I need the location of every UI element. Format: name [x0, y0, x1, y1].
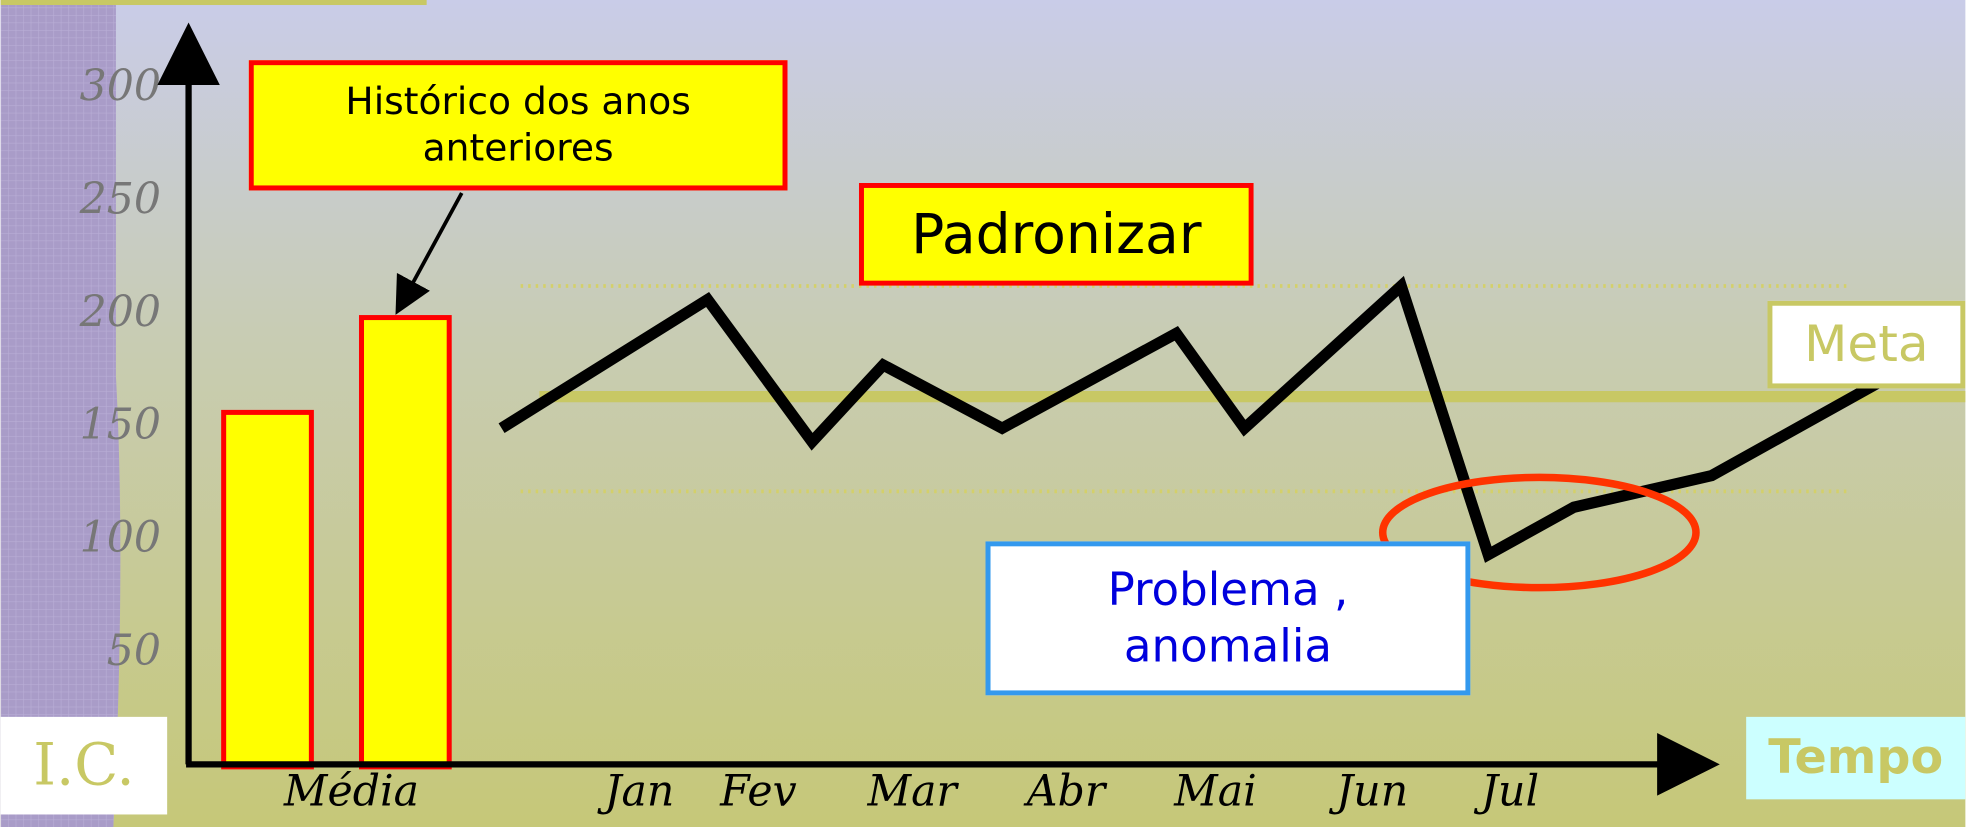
- target-box: Meta: [1767, 300, 1966, 389]
- y-axis-label: I.C.: [0, 716, 168, 815]
- x-tick-label: Abr: [1023, 766, 1108, 816]
- x-axis-label: Tempo: [1746, 716, 1966, 800]
- y-tick-label: 150: [80, 400, 161, 450]
- y-tick-label: 300: [80, 62, 161, 112]
- x-tick-label: Jun: [1328, 766, 1408, 816]
- y-tick-label: 100: [80, 513, 161, 563]
- annotation-arrow: [395, 192, 464, 315]
- data-line: [498, 275, 1889, 563]
- x-tick-label: Mai: [1173, 766, 1257, 816]
- x-tick-label: Fev: [719, 766, 796, 816]
- y-tick-label: 200: [79, 287, 161, 337]
- x-tick-label: Jan: [596, 766, 674, 816]
- x-tick-label: Jul: [1473, 766, 1539, 816]
- standardize-box: Padronizar: [858, 182, 1254, 286]
- history-box: Histórico dos anos anteriores: [248, 60, 788, 191]
- top-strip: [0, 0, 427, 6]
- y-tick-label: 250: [79, 174, 161, 224]
- x-tick-label: Média: [283, 766, 419, 816]
- problem-note: Problema , anomalia: [985, 541, 1471, 696]
- bar: [221, 409, 314, 770]
- bar: [358, 315, 452, 770]
- history-note: Histórico dos anos anteriores: [248, 60, 788, 191]
- plot: 50 100 150 200 250 300 Média Jan Fev Mar Abr Mai Jun…: [79, 62, 1966, 816]
- x-tick-label: Mar: [867, 766, 960, 816]
- x-label-box: Tempo: [1746, 716, 1966, 800]
- y-label-box: I.C.: [0, 716, 168, 815]
- anomaly-ellipse: [1378, 473, 1700, 592]
- target-label: Meta: [1767, 300, 1966, 389]
- standardize-note: Padronizar: [858, 182, 1254, 286]
- side-strip: [0, 0, 121, 827]
- y-tick-label: 50: [107, 626, 161, 676]
- problem-box: Problema , anomalia: [985, 541, 1471, 696]
